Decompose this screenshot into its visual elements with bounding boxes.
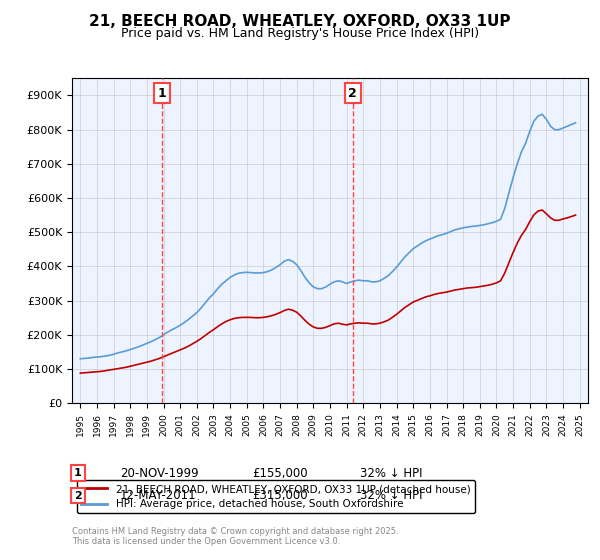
Text: 1: 1 (157, 86, 166, 100)
Text: 1: 1 (74, 468, 82, 478)
Text: Price paid vs. HM Land Registry's House Price Index (HPI): Price paid vs. HM Land Registry's House … (121, 27, 479, 40)
Text: Contains HM Land Registry data © Crown copyright and database right 2025.
This d: Contains HM Land Registry data © Crown c… (72, 526, 398, 546)
Text: 32% ↓ HPI: 32% ↓ HPI (360, 466, 422, 480)
Text: £315,000: £315,000 (252, 489, 308, 502)
Text: 20-NOV-1999: 20-NOV-1999 (120, 466, 199, 480)
Legend: 21, BEECH ROAD, WHEATLEY, OXFORD, OX33 1UP (detached house), HPI: Average price,: 21, BEECH ROAD, WHEATLEY, OXFORD, OX33 1… (77, 480, 475, 514)
Text: 21, BEECH ROAD, WHEATLEY, OXFORD, OX33 1UP: 21, BEECH ROAD, WHEATLEY, OXFORD, OX33 1… (89, 14, 511, 29)
Text: 12-MAY-2011: 12-MAY-2011 (120, 489, 197, 502)
Text: 2: 2 (74, 491, 82, 501)
Text: 2: 2 (348, 86, 357, 100)
Text: 32% ↓ HPI: 32% ↓ HPI (360, 489, 422, 502)
Text: £155,000: £155,000 (252, 466, 308, 480)
